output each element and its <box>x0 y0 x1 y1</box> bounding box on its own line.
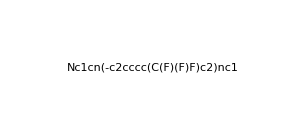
Text: Nc1cn(-c2cccc(C(F)(F)F)c2)nc1: Nc1cn(-c2cccc(C(F)(F)F)c2)nc1 <box>67 63 239 73</box>
